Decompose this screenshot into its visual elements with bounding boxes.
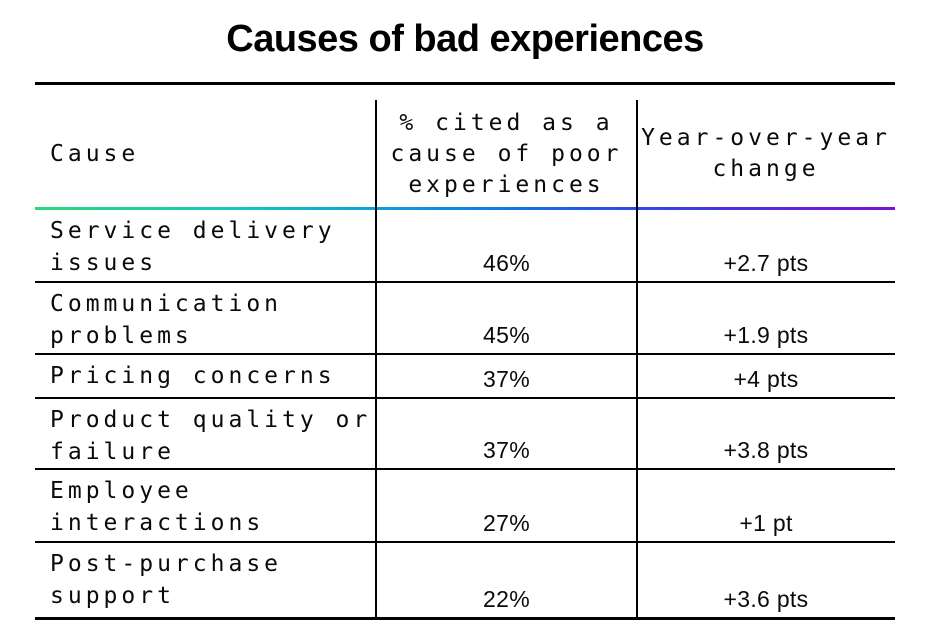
cause-cell: Service delivery issues [35,210,376,283]
title-divider-rule [35,82,895,85]
column-divider-2 [636,100,638,617]
table-bottom-rule [35,617,895,620]
col-header-yoy: Year-over-year change [641,125,891,182]
cause-cell: Pricing concerns [35,355,376,399]
pct-cell: 37% [376,355,637,399]
yoy-cell: +3.8 pts [637,399,895,470]
header-gradient-rule [35,207,895,210]
cause-cell: Product quality or failure [35,399,376,470]
yoy-cell: +2.7 pts [637,210,895,283]
cause-cell: Post-purchase support [50,551,283,609]
cause-cell: Communication problems [35,283,376,355]
column-divider-1 [375,100,377,617]
yoy-cell: +1 pt [637,470,895,543]
page-title: Causes of bad experiences [226,18,704,60]
col-header-pct: % cited as a cause of poor experiences [390,109,623,198]
yoy-cell: +4 pts [637,355,895,399]
col-header-cause: Cause [50,140,140,167]
pct-cell: 22% [483,586,530,612]
pct-cell: 46% [376,210,637,283]
cause-cell: Employee interactions [35,470,376,543]
pct-cell: 27% [376,470,637,543]
yoy-cell: +1.9 pts [637,283,895,355]
pct-cell: 37% [376,399,637,470]
yoy-cell: +3.6 pts [723,586,809,612]
causes-table: Cause % cited as a cause of poor experie… [35,84,895,617]
pct-cell: 45% [376,283,637,355]
